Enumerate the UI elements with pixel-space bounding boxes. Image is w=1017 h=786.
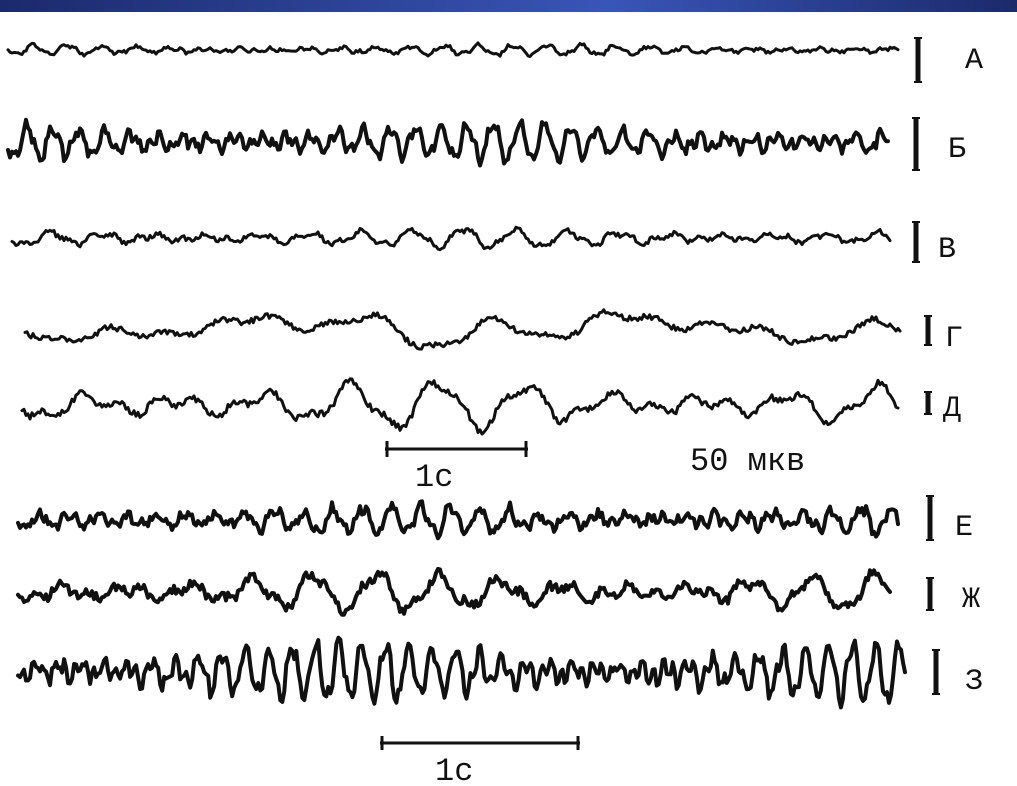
eeg-trace-3	[10, 225, 892, 252]
trace-label-5: Д	[943, 392, 961, 426]
traces-group: А Б В Г Д Е Ж З	[6, 37, 983, 710]
trace-label-7: Ж	[962, 583, 980, 617]
trace-label-3: В	[938, 233, 956, 267]
eeg-trace-7	[16, 566, 892, 617]
eeg-trace-1	[6, 41, 900, 59]
eeg-trace-6	[16, 499, 900, 541]
eeg-trace-4	[23, 308, 902, 351]
top-banner	[0, 0, 1017, 12]
amplitude-scale-label: 50 мкв	[690, 443, 805, 480]
time-scale-label-1: 1с	[415, 459, 453, 496]
trace-label-2: Б	[948, 133, 966, 167]
trace-label-8: З	[965, 665, 983, 699]
eeg-trace-8	[16, 635, 907, 710]
eeg-trace-5	[20, 377, 900, 436]
trace-label-1: А	[965, 44, 983, 78]
time-scale-label-2: 1с	[435, 753, 473, 786]
trace-label-6: Е	[955, 511, 973, 545]
trace-label-4: Г	[945, 322, 963, 356]
eeg-trace-2	[6, 117, 890, 168]
